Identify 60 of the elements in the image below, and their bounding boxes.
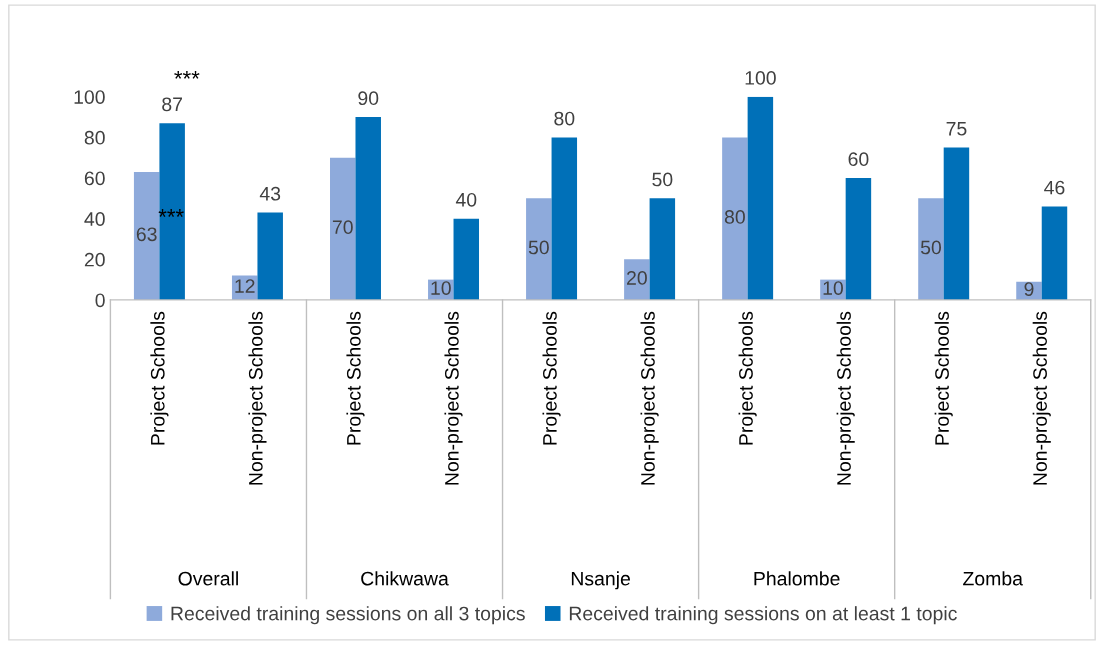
legend-label: Received training sessions on at least 1 topic (569, 606, 957, 625)
text: Zomba (963, 571, 1023, 586)
bar (551, 137, 578, 300)
bar (747, 96, 774, 300)
data-label: 10 (431, 281, 451, 295)
y-tick-label: 0 (95, 293, 105, 308)
y-tick-label: 20 (84, 252, 105, 267)
data-label: 60 (848, 152, 869, 167)
bar (722, 137, 748, 300)
legend-label: Received training sessions on all 3 topics (171, 606, 525, 625)
bar (526, 198, 552, 300)
data-label: 50 (528, 240, 549, 255)
data-label: 75 (946, 122, 967, 136)
text: Overall (178, 571, 238, 586)
bar (943, 147, 970, 300)
x-tick-label: Non-project Schools (444, 311, 463, 485)
bar (1041, 206, 1068, 300)
data-label: 80 (724, 210, 745, 224)
data-label: 40 (455, 192, 477, 207)
x-tick-label: Non-project Schools (836, 311, 855, 485)
y-tick-label: 80 (84, 130, 105, 145)
x-tick-label: Project Schools (542, 311, 561, 445)
text: Chikwawa (361, 571, 449, 586)
y-tick-label: 40 (84, 212, 105, 226)
data-label: 80 (554, 111, 575, 126)
data-label: 50 (652, 172, 673, 187)
bar (649, 198, 676, 300)
data-label: 90 (358, 91, 379, 106)
data-label: 10 (823, 281, 843, 295)
bar (133, 171, 160, 300)
data-label: 46 (1044, 180, 1065, 195)
data-label: 9 (1024, 282, 1034, 296)
data-label: 20 (627, 271, 647, 285)
x-tick-label: Non-project Schools (1032, 311, 1051, 485)
text: Nsanje (571, 571, 630, 590)
data-label: 63 (136, 227, 157, 242)
text: Phalombe (754, 571, 840, 586)
data-label: 12 (235, 279, 255, 293)
data-label: 100 (745, 71, 776, 85)
x-tick-label: Project Schools (738, 311, 757, 445)
x-tick-label: Project Schools (934, 311, 953, 445)
y-tick-label: 60 (84, 171, 105, 186)
bar (845, 178, 872, 300)
bar (257, 212, 283, 300)
data-label: 87 (162, 97, 182, 112)
x-tick-label: Project Schools (150, 311, 169, 445)
bar (330, 157, 356, 300)
data-label: 70 (332, 220, 353, 235)
bar (159, 123, 185, 300)
bar (624, 259, 650, 300)
data-label: 50 (920, 240, 942, 255)
bar (453, 218, 480, 300)
x-tick-label: Non-project Schools (248, 311, 267, 485)
y-tick-label: 100 (74, 90, 105, 104)
bar (355, 117, 381, 300)
x-tick-label: Non-project Schools (640, 311, 659, 485)
text: *** (174, 70, 200, 79)
data-label: 43 (259, 186, 281, 201)
bar (918, 198, 944, 300)
x-tick-label: Project Schools (346, 311, 365, 445)
